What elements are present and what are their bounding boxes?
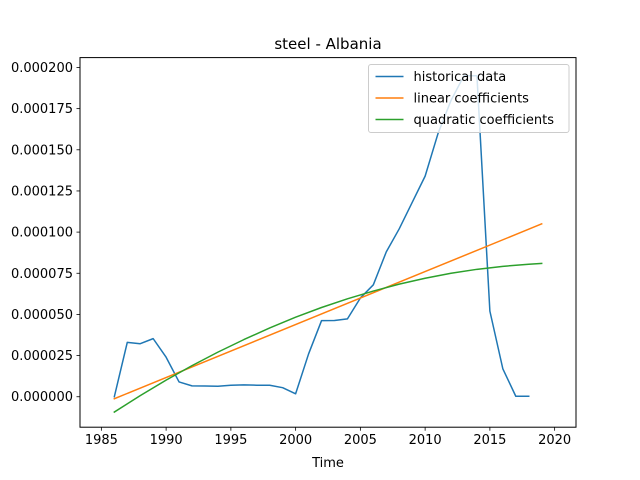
- y-tick-label: 0.000125: [11, 184, 73, 199]
- x-tick-label: 2005: [344, 433, 377, 448]
- y-tick-label: 0.000100: [11, 226, 73, 241]
- legend-label: quadratic coefficients: [414, 113, 555, 128]
- x-tick-label: 1995: [214, 433, 247, 448]
- plot-frame: [79, 57, 577, 428]
- series-line-quadratic-coefficients: [113, 262, 543, 414]
- x-tick-label: 1990: [150, 433, 183, 448]
- legend-box: [368, 64, 570, 133]
- y-tick-label: 0.000150: [11, 143, 73, 158]
- x-axis: 1985 1990 1995 2000 2005 2010 2015 2020: [85, 427, 571, 448]
- x-tick-label: 2000: [279, 433, 312, 448]
- x-tick-label: 2015: [473, 433, 506, 448]
- x-axis-label: Time: [311, 456, 344, 471]
- legend: historical data linear coefficients quadra…: [368, 64, 570, 133]
- legend-label: linear coefficients: [414, 92, 530, 107]
- y-tick-label: 0.000175: [11, 102, 73, 117]
- x-tick-label: 2020: [538, 433, 571, 448]
- legend-label: historical data: [414, 70, 507, 85]
- y-tick-label: 0.000025: [11, 349, 73, 364]
- y-tick-label: 0.000200: [11, 61, 73, 76]
- chart-title: steel - Albania: [274, 35, 381, 53]
- y-tick-label: 0.000075: [11, 267, 73, 282]
- y-axis: 0.000000 0.000025 0.000050 0.000075 0.000100…: [11, 61, 80, 405]
- y-tick-label: 0.000000: [11, 390, 73, 405]
- x-tick-label: 1985: [85, 433, 118, 448]
- y-tick-label: 0.000050: [11, 308, 73, 323]
- x-tick-label: 2010: [409, 433, 442, 448]
